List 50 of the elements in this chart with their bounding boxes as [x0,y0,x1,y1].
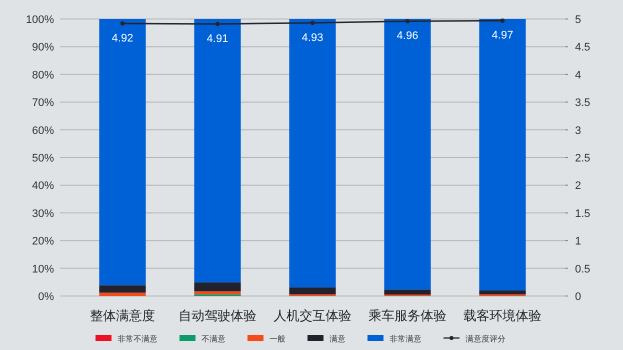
bar [479,19,526,290]
y2-tick-label: 4 [575,69,582,82]
y2-tick-label: 2.5 [575,152,590,164]
y-tick-label: 50% [32,152,54,164]
data-label: 4.91 [206,32,228,45]
y-tick-label: 60% [32,124,54,137]
legend-label: 满意度评分 [466,334,506,344]
x-tick-label: 人机交互体验 [274,308,352,323]
y2-tick-label: 0 [575,291,582,303]
x-tick-label: 整体满意度 [90,308,155,323]
y-tick-label: 0% [38,291,54,303]
legend-label: 非常满意 [390,334,422,344]
legend-label: 满意 [330,334,346,344]
data-label: 4.96 [396,30,418,42]
bar [384,290,431,295]
bar [99,292,146,296]
y2-tick-label: 2 [575,180,582,192]
data-label: 4.92 [112,32,134,44]
y2-tick-label: 3.5 [575,97,590,110]
bar [289,287,336,294]
bar [194,291,241,294]
legend-label: 不满意 [202,334,226,344]
data-label: 4.97 [492,30,514,42]
bar [194,19,241,282]
x-tick-label: 自动驾驶体验 [178,308,256,323]
y2-tick-label: 4.5 [575,42,590,54]
y-tick-label: 70% [32,97,54,110]
y2-tick-label: 5 [575,14,582,26]
y-tick-label: 90% [32,42,54,54]
bar [194,282,241,292]
bar [479,290,526,294]
y-tick-label: 30% [32,208,54,220]
y-tick-label: 10% [32,263,54,276]
y-tick-label: 100% [26,14,54,26]
x-tick-label: 载客环境体验 [464,308,542,323]
y-tick-label: 40% [32,180,54,192]
bar [384,19,431,290]
y-tick-label: 80% [32,69,54,82]
y2-tick-label: 0.5 [575,263,590,276]
bar [99,285,146,293]
bar [99,19,146,286]
y2-tick-label: 1.5 [575,208,590,220]
legend-label: 一般 [270,334,286,344]
x-tick-label: 乘车服务体验 [368,308,446,323]
bar [289,19,336,288]
legend-label: 非常不满意 [118,334,158,344]
data-label: 4.93 [302,32,324,44]
y2-tick-label: 1 [575,236,582,248]
y2-tick-label: 3 [575,124,582,137]
y-tick-label: 20% [32,236,54,248]
